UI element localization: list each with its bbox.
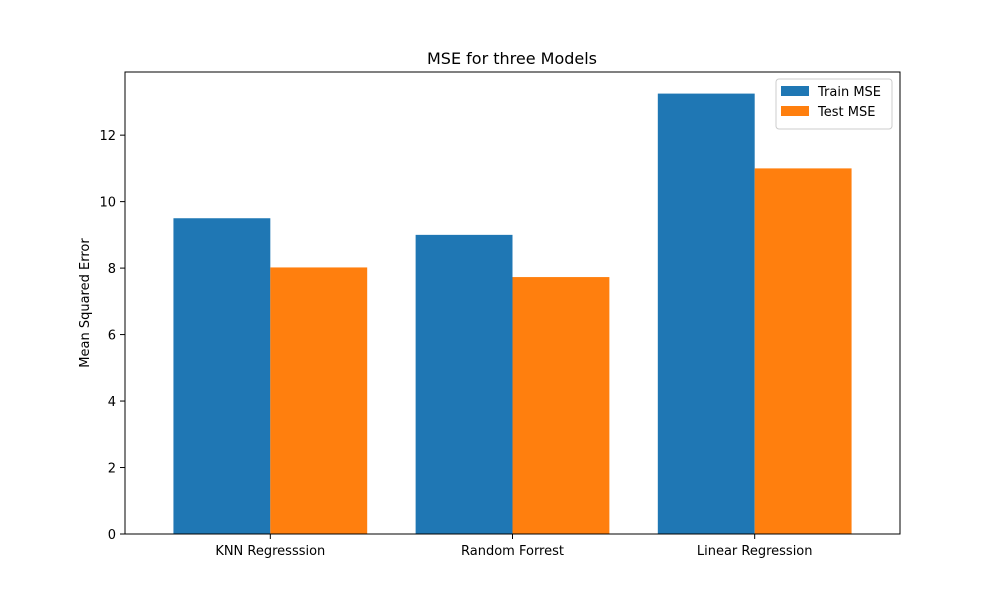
y-tick-label: 0: [108, 528, 116, 543]
legend-label-test-mse: Test MSE: [817, 105, 875, 120]
x-tick-label: KNN Regresssion: [215, 544, 325, 559]
legend-swatch-test-mse: [781, 106, 809, 116]
chart-title: MSE for three Models: [427, 49, 597, 68]
y-tick-label: 12: [99, 129, 116, 144]
legend-label-train-mse: Train MSE: [817, 85, 881, 100]
legend: Train MSE Test MSE: [775, 78, 893, 130]
y-tick-label: 4: [108, 395, 116, 410]
axes-layer: 0 2 4 6 8 10 12 KNN Regresssion Random Forrest Li…: [99, 71, 901, 559]
y-tick-label: 6: [108, 329, 116, 344]
y-tick-label: 8: [108, 262, 116, 277]
x-tick-label: Linear Regression: [697, 544, 813, 559]
bars-layer: [173, 93, 852, 535]
bar-train-mse-linear-regression: [657, 93, 755, 534]
bar-test-mse-linear-regression: [754, 168, 852, 534]
legend-swatch-train-mse: [781, 86, 809, 96]
y-tick-label: 2: [108, 462, 116, 477]
y-tick-label: 10: [99, 196, 116, 211]
bar-test-mse-random-forrest: [512, 277, 610, 534]
y-axis-label: Mean Squared Error: [78, 238, 93, 368]
bar-test-mse-knn-regresssion: [270, 267, 368, 534]
bar-train-mse-knn-regresssion: [173, 218, 271, 535]
bar-train-mse-random-forrest: [415, 234, 513, 535]
x-tick-label: Random Forrest: [461, 544, 564, 559]
